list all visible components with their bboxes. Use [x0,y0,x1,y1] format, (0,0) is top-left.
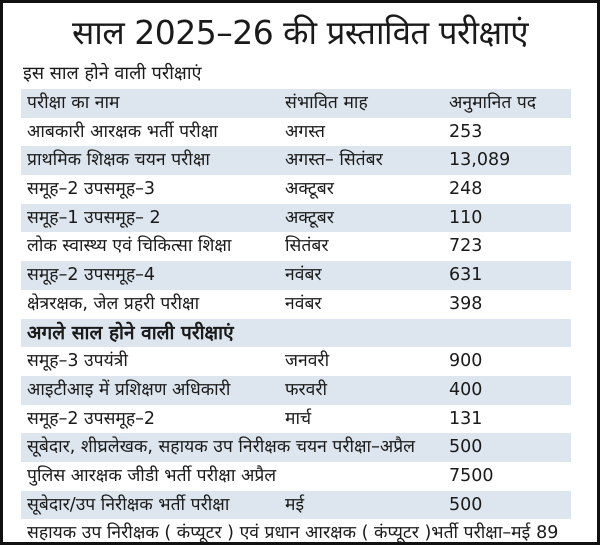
table-row: सूबेदार, शीघ्रलेखक, सहायक उप निरीक्षक चय… [21,433,571,462]
table-row: आइटीआइ में प्रशिक्षण अधिकारी फरवरी 400 [21,375,571,405]
table-header: परीक्षा का नाम संभावित माह अनुमानित पद [21,89,571,118]
table-row: प्राथमिक शिक्षक चयन परीक्षा अगस्त– सितंब… [21,146,571,176]
exam-name: सूबेदार/उप निरीक्षक भर्ती परीक्षा [27,494,230,515]
exam-month: अगस्त– सितंबर [285,150,383,171]
exam-posts: 500 [449,437,483,458]
exam-table: परीक्षा का नाम संभावित माह अनुमानित पद आ… [21,89,571,548]
exam-posts: 248 [449,179,483,200]
exam-name: समूह–2 उपसमूह–4 [27,265,156,286]
exam-posts: 89 [536,523,559,544]
exam-name: सूबेदार, शीघ्रलेखक, सहायक उप निरीक्षक चय… [27,437,416,458]
exam-name-with-posts: सहायक उप निरीक्षक ( कंप्यूटर ) एवं प्रधा… [27,519,558,548]
exam-posts: 900 [449,351,483,372]
section-row-next-year: अगले साल होने वाली परीक्षाएं [21,318,571,348]
exam-name: सहायक उप निरीक्षक ( कंप्यूटर ) एवं प्रधा… [27,523,531,544]
table-row: समूह–2 उपसमूह–4 नवंबर 631 [21,261,571,290]
exam-name: समूह–1 उपसमूह– 2 [27,207,161,228]
header-name: परीक्षा का नाम [27,93,120,113]
exam-name: आबकारी आरक्षक भर्ती परीक्षा [27,121,218,142]
table-row: समूह–3 उपयंत्री जनवरी 900 [21,347,571,376]
exam-posts: 7500 [449,465,494,486]
exam-month: अक्टूबर [285,207,334,228]
page-title: साल 2025–26 की प्रस्तावित परीक्षाएं [72,13,528,52]
exam-month: अगस्त [285,121,326,142]
exam-posts: 400 [449,379,483,400]
exam-posts: 500 [449,494,483,515]
exam-posts: 13,089 [449,150,511,171]
exam-posts: 631 [449,265,483,286]
exam-name: समूह–2 उपसमूह–3 [27,179,156,200]
exam-name: समूह–2 उपसमूह–2 [27,408,156,429]
table-row: क्षेत्ररक्षक, जेल प्रहरी परीक्षा नवंबर 3… [21,290,571,319]
exam-month: फरवरी [285,379,328,400]
exam-name: क्षेत्ररक्षक, जेल प्रहरी परीक्षा [27,293,200,314]
table-row: समूह–2 उपसमूह–3 अक्टूबर 248 [21,175,571,204]
exam-posts: 398 [449,293,483,314]
exam-month: मई [285,494,305,515]
exam-name: प्राथमिक शिक्षक चयन परीक्षा [27,150,210,171]
section-heading-this-year: इस साल होने वाली परीक्षाएं [23,63,202,84]
header-posts: अनुमानित पद [449,93,537,113]
exam-name: समूह–3 उपयंत्री [27,351,128,372]
exam-month: नवंबर [285,293,322,314]
table-row: समूह–2 उपसमूह–2 मार्च 131 [21,405,571,434]
table-row: समूह–1 उपसमूह– 2 अक्टूबर 110 [21,203,571,233]
table-row: सहायक उप निरीक्षक ( कंप्यूटर ) एवं प्रधा… [21,519,571,548]
exam-month: मार्च [285,408,312,429]
table-row: लोक स्वास्थ्य एवं चिकित्सा शिक्षा सितंबर… [21,232,571,261]
exam-posts: 253 [449,121,483,142]
exam-name: पुलिस आरक्षक जीडी भर्ती परीक्षा अप्रैल [27,465,277,486]
table-row: सूबेदार/उप निरीक्षक भर्ती परीक्षा मई 500 [21,490,571,520]
header-month: संभावित माह [285,93,368,113]
exam-month: सितंबर [285,236,329,257]
table-row: आबकारी आरक्षक भर्ती परीक्षा अगस्त 253 [21,118,571,147]
exam-month: जनवरी [285,351,330,372]
section-heading-next-year: अगले साल होने वाली परीक्षाएं [27,321,234,344]
exam-posts: 723 [449,236,483,257]
exam-month: अक्टूबर [285,179,334,200]
table-row: पुलिस आरक्षक जीडी भर्ती परीक्षा अप्रैल 7… [21,462,571,491]
exam-posts: 131 [449,408,483,429]
exam-name: लोक स्वास्थ्य एवं चिकित्सा शिक्षा [27,236,232,257]
exam-month: नवंबर [285,265,322,286]
exam-posts: 110 [449,207,483,228]
exam-name: आइटीआइ में प्रशिक्षण अधिकारी [27,379,231,400]
